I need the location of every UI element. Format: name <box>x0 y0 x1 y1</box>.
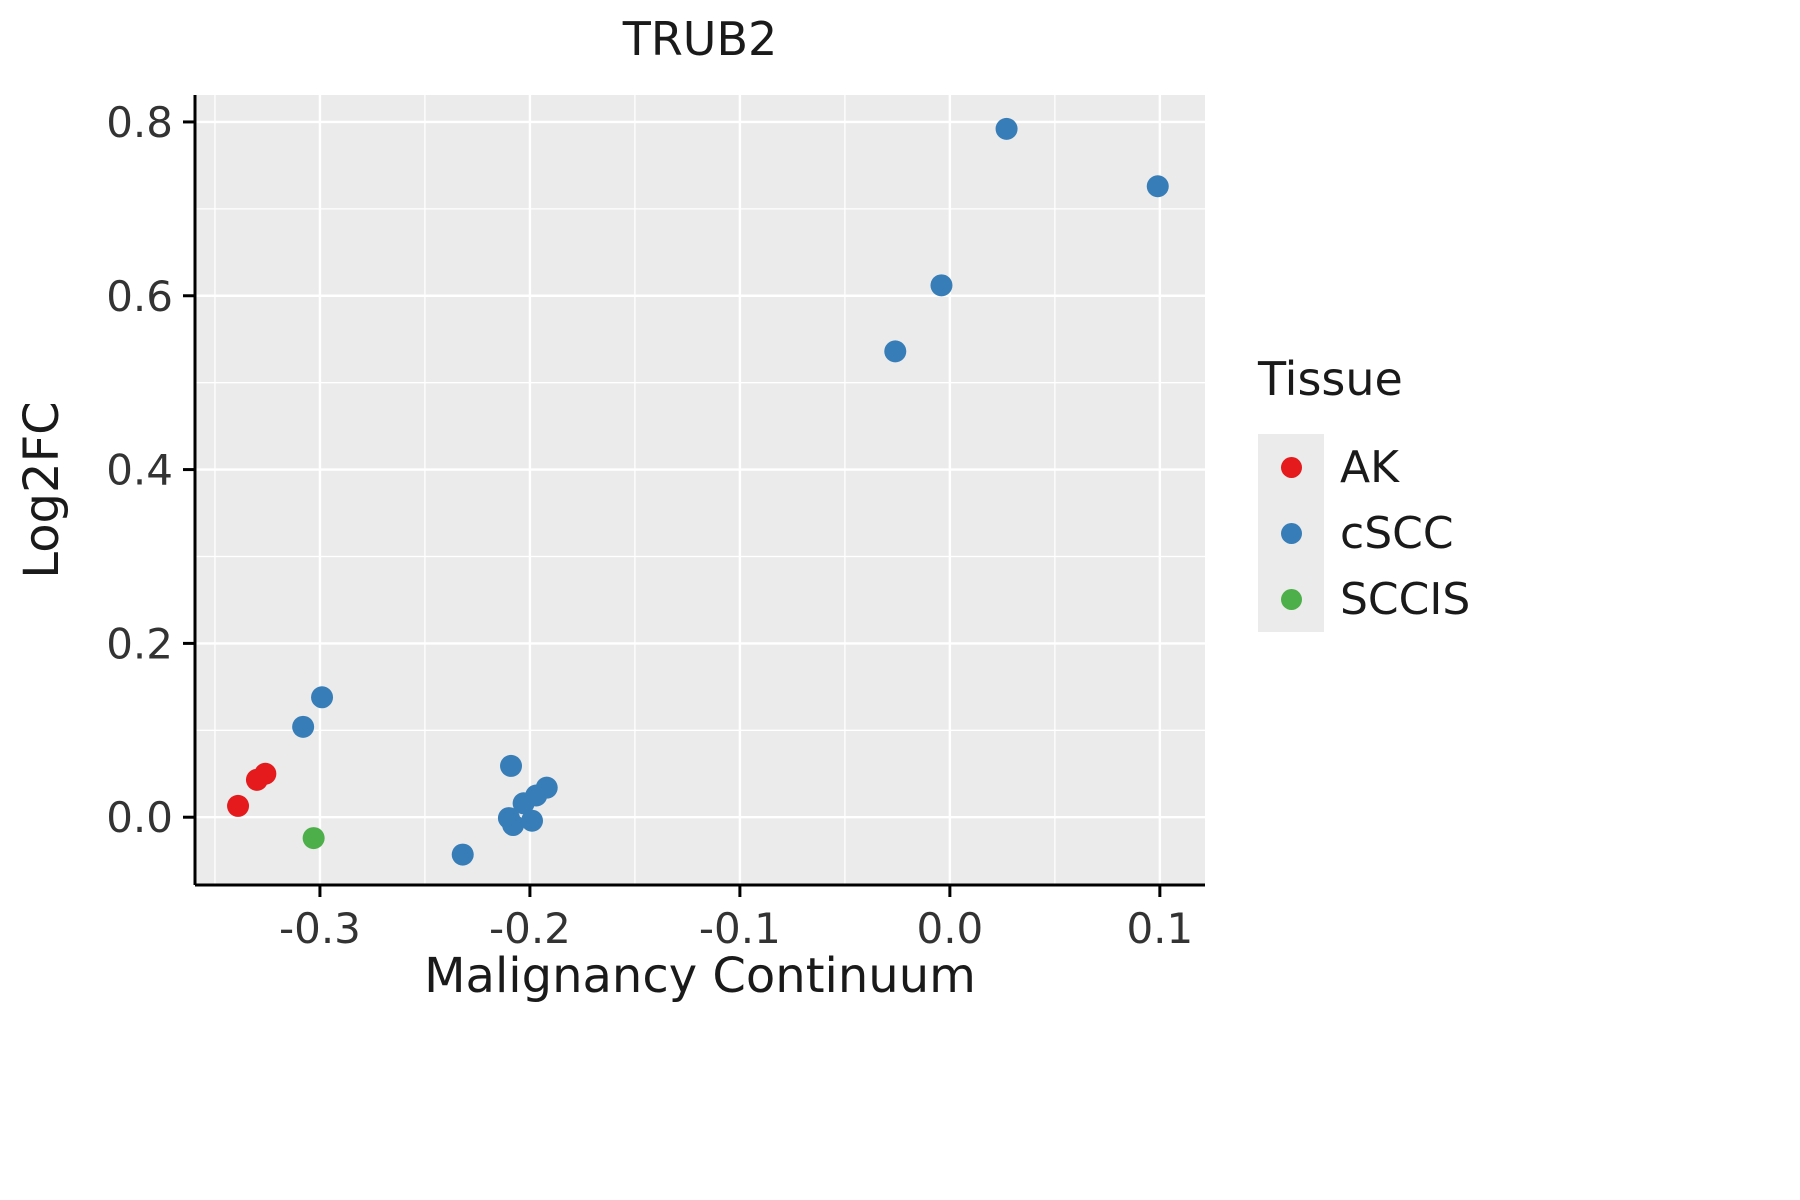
data-point-AK <box>254 762 277 785</box>
legend-swatch-dot <box>1280 456 1302 478</box>
legend-item-label: SCCIS <box>1340 573 1471 625</box>
legend-item-label: cSCC <box>1340 507 1454 559</box>
x-tick-label: -0.1 <box>699 904 781 953</box>
legend-items: AK cSCC SCCIS <box>1258 434 1470 632</box>
data-point-cSCC <box>500 754 523 777</box>
legend-swatch-dot <box>1280 588 1302 610</box>
data-point-cSCC <box>930 274 953 297</box>
data-point-cSCC <box>995 117 1018 140</box>
data-point-AK <box>227 794 250 817</box>
legend-item-label: AK <box>1340 441 1399 493</box>
data-point-cSCC <box>1146 175 1169 198</box>
data-point-cSCC <box>521 809 544 832</box>
data-point-cSCC <box>502 814 525 837</box>
x-tick-label: 0.1 <box>1126 904 1193 953</box>
legend-key <box>1258 500 1324 566</box>
x-tick-label: 0.0 <box>916 904 983 953</box>
legend: Tissue AK cSCC SCCIS <box>1258 352 1470 632</box>
legend-item-SCCIS: SCCIS <box>1258 566 1470 632</box>
data-point-cSCC <box>535 776 558 799</box>
y-axis-title: Log2FC <box>14 401 70 579</box>
data-point-cSCC <box>884 340 907 363</box>
data-point-cSCC <box>451 843 474 866</box>
legend-key <box>1258 566 1324 632</box>
legend-key <box>1258 434 1324 500</box>
data-point-cSCC <box>292 715 315 738</box>
y-tick-label: 0.6 <box>106 272 173 321</box>
y-tick-label: 0.8 <box>106 98 173 147</box>
legend-item-cSCC: cSCC <box>1258 500 1470 566</box>
plot-title: TRUB2 <box>622 12 778 66</box>
y-tick-label: 0.4 <box>106 446 173 495</box>
y-tick-label: 0.2 <box>106 619 173 668</box>
x-tick-label: -0.2 <box>489 904 571 953</box>
legend-item-AK: AK <box>1258 434 1470 500</box>
panel-background <box>195 95 1205 885</box>
x-tick-label: -0.3 <box>279 904 361 953</box>
x-axis-title: Malignancy Continuum <box>424 948 976 1004</box>
legend-swatch-dot <box>1280 522 1302 544</box>
data-point-cSCC <box>311 686 334 709</box>
y-tick-label: 0.0 <box>106 793 173 842</box>
legend-title: Tissue <box>1258 352 1403 406</box>
data-point-SCCIS <box>302 827 325 850</box>
